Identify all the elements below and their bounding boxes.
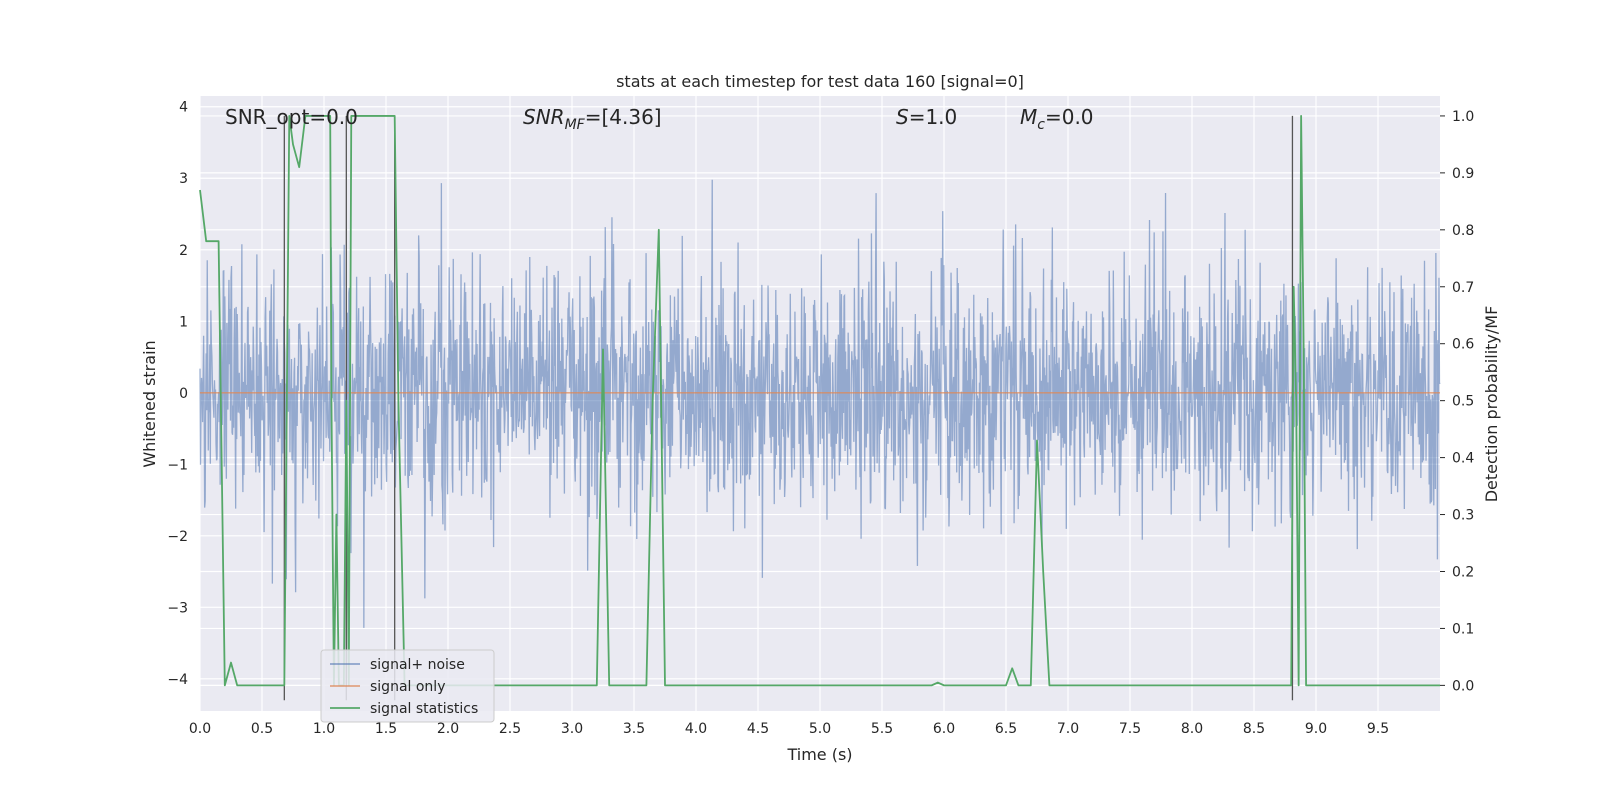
legend: signal+ noise signal only signal statist… [320, 649, 495, 723]
x-tick-label-2: 1.0 [313, 721, 335, 737]
y2-tick-label-10: 0.0 [1452, 678, 1474, 694]
snr-mf-subscript: MF [565, 117, 586, 133]
y2-tick-label-6: 0.4 [1452, 451, 1474, 467]
legend-label-signal-only: signal only [370, 679, 445, 695]
y-tick-label-2: 2 [179, 243, 188, 259]
x-tick-label-6: 3.0 [561, 721, 583, 737]
mc-symbol: M [1020, 105, 1037, 129]
x-tick-label-16: 8.0 [1181, 721, 1203, 737]
s-value: =1.0 [909, 105, 958, 129]
x-tick-label-8: 4.0 [685, 721, 707, 737]
x-tick-label-19: 9.5 [1367, 721, 1389, 737]
s-symbol: S [896, 105, 909, 129]
x-tick-label-5: 2.5 [499, 721, 521, 737]
legend-box [320, 649, 495, 723]
x-tick-label-1: 0.5 [251, 721, 273, 737]
y2-axis-label: Detection probability/MF [1482, 306, 1501, 503]
y-tick-label-0: 4 [179, 100, 188, 116]
legend-label-signal-statistics: signal statistics [370, 701, 478, 717]
y2-tick-labels: 1.0 0.9 0.8 0.7 0.6 0.5 0.4 0.3 0.2 0.1 0.0 [1440, 109, 1474, 694]
y-tick-label-3: 1 [179, 314, 188, 330]
x-tick-labels: 0.0 0.5 1.0 1.5 2.0 2.5 3.0 3.5 4.0 4.5 5.0 5.5 6.0 6… [189, 721, 1389, 737]
x-tick-label-4: 2.0 [437, 721, 459, 737]
y-axis-label: Whitened strain [140, 340, 159, 467]
y2-tick-label-4: 0.6 [1452, 337, 1474, 353]
y2-tick-label-8: 0.2 [1452, 564, 1474, 580]
x-tick-label-18: 9.0 [1305, 721, 1327, 737]
y2-tick-label-5: 0.5 [1452, 394, 1474, 410]
x-tick-label-14: 7.0 [1057, 721, 1079, 737]
chart-title: stats at each timestep for test data 160… [616, 72, 1024, 91]
y-tick-label-4: 0 [179, 386, 188, 402]
legend-label-signal-plus-noise: signal+ noise [370, 657, 465, 673]
x-tick-label-12: 6.0 [933, 721, 955, 737]
mc-value: =0.0 [1045, 105, 1094, 129]
y2-tick-label-2: 0.8 [1452, 223, 1474, 239]
y-tick-label-5: −1 [167, 457, 188, 473]
mc-subscript: c [1037, 117, 1045, 133]
y2-tick-label-9: 0.1 [1452, 621, 1474, 637]
x-axis-label: Time (s) [786, 745, 852, 764]
series-signal-plus-noise [199, 179, 1441, 628]
annotation-snr-opt: SNR_opt=0.0 [225, 105, 358, 129]
x-tick-label-0: 0.0 [189, 721, 211, 737]
x-tick-label-10: 5.0 [809, 721, 831, 737]
y2-tick-label-7: 0.3 [1452, 508, 1474, 524]
y2-tick-label-1: 0.9 [1452, 166, 1474, 182]
annotation-mc: Mc=0.0 [1020, 105, 1094, 133]
y-tick-label-6: −2 [167, 529, 188, 545]
y2-tick-label-0: 1.0 [1452, 109, 1474, 125]
y2-tick-label-3: 0.7 [1452, 280, 1474, 296]
y-tick-label-8: −4 [167, 672, 188, 688]
x-tick-label-3: 1.5 [375, 721, 397, 737]
snr-mf-symbol: SNR [523, 105, 565, 129]
y-tick-label-1: 3 [179, 171, 188, 187]
x-tick-label-15: 7.5 [1119, 721, 1141, 737]
annotation-snr-mf: SNRMF=[4.36] [523, 105, 662, 133]
noise-trace [199, 179, 1441, 628]
x-tick-label-17: 8.5 [1243, 721, 1265, 737]
y-tick-label-7: −3 [167, 600, 188, 616]
annotation-s: S=1.0 [896, 105, 957, 129]
y-tick-labels: 4 3 2 1 0 −1 −2 −3 −4 [167, 100, 188, 688]
x-tick-label-7: 3.5 [623, 721, 645, 737]
x-tick-label-13: 6.5 [995, 721, 1017, 737]
x-tick-label-11: 5.5 [871, 721, 893, 737]
x-tick-label-9: 4.5 [747, 721, 769, 737]
snr-mf-value: =[4.36] [585, 105, 662, 129]
